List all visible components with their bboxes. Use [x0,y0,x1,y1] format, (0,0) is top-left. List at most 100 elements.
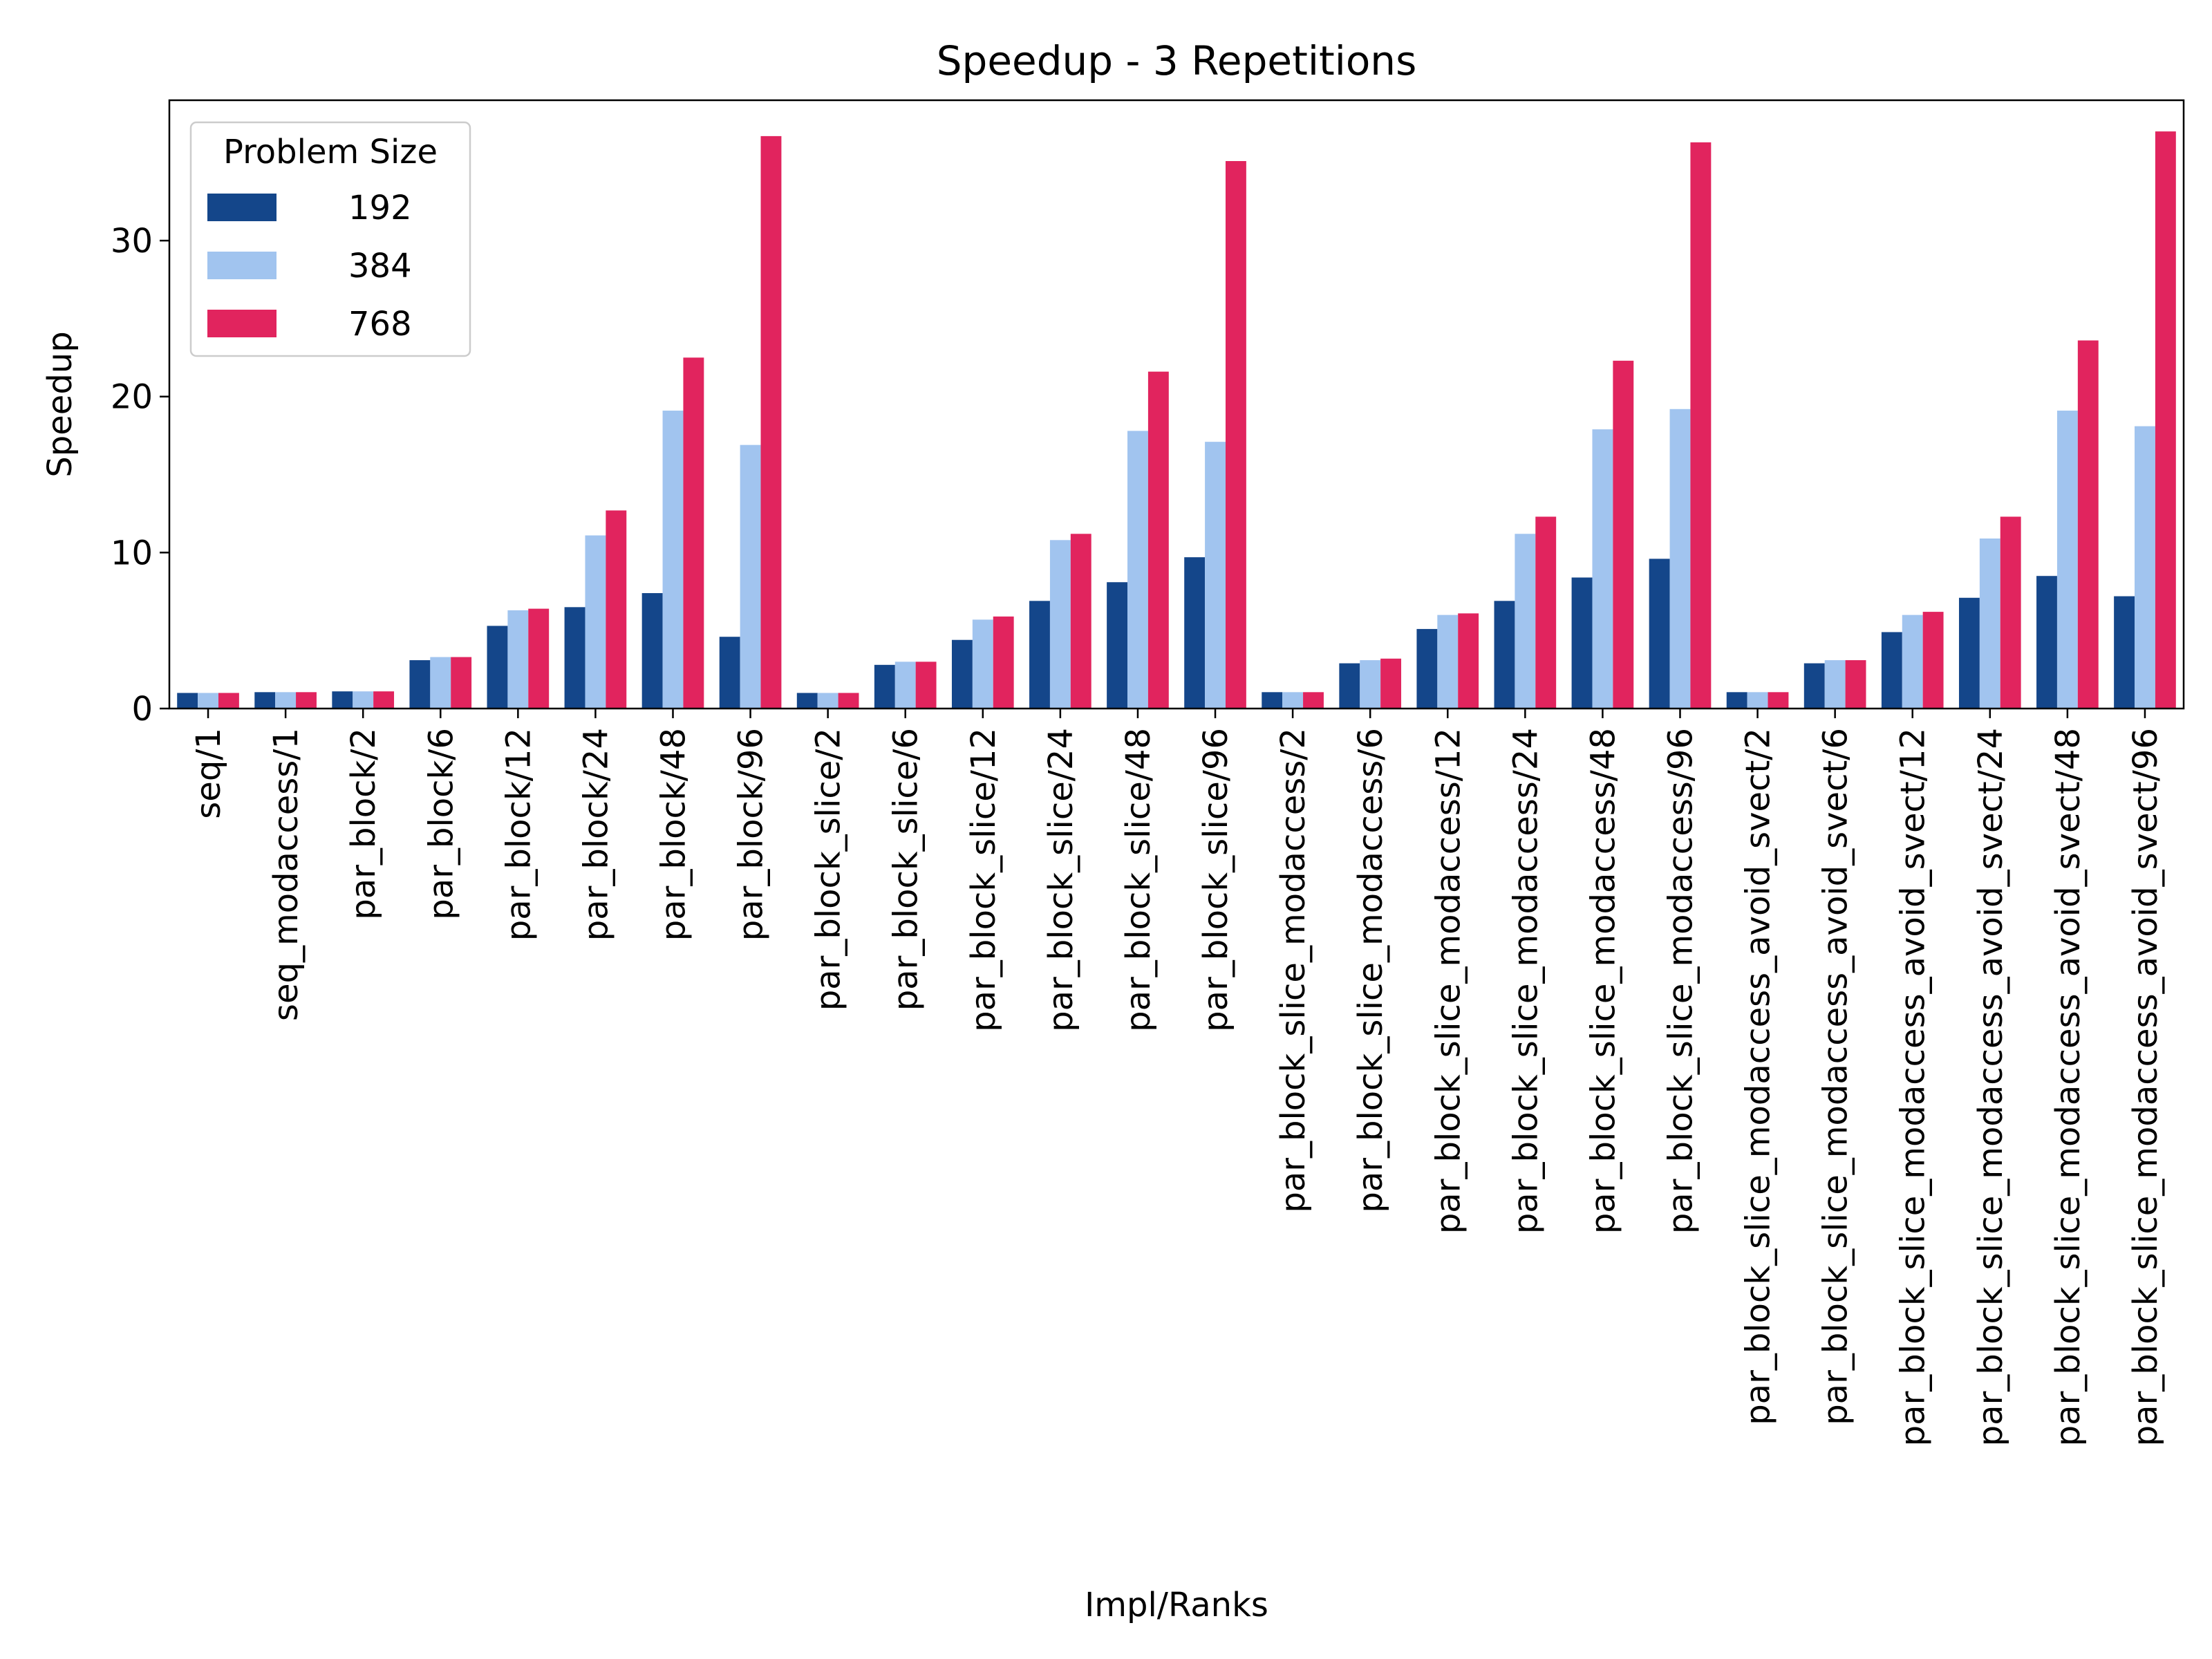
legend: Problem Size 192 384 768 [189,121,471,357]
bar-768-20 [1768,692,1789,709]
x-tick-label: par_block/12 [499,728,538,941]
x-tick-label: par_block_slice_modaccess_avoid_svect/48 [2049,728,2088,1446]
bar-384-1 [275,692,297,709]
x-tick-label: par_block_slice/24 [1042,728,1080,1032]
x-tick-label: par_block_slice_modaccess/2 [1274,728,1313,1213]
bar-192-9 [874,664,895,709]
bar-192-14 [1262,692,1283,709]
bar-768-25 [2155,131,2176,709]
x-tick-label: par_block/6 [422,728,460,920]
bar-768-23 [2000,516,2021,709]
bar-192-3 [409,660,431,709]
bar-192-7 [719,637,740,709]
y-axis: 0 10 20 30 [111,222,169,729]
bar-192-0 [177,693,198,709]
plot-frame [168,99,2185,710]
x-tick-label: par_block_slice/48 [1119,728,1158,1032]
bar-192-4 [487,626,508,709]
bar-192-16 [1416,628,1438,709]
x-tick-label: par_block_slice_modaccess/96 [1662,728,1700,1234]
bar-384-11 [1049,540,1071,709]
bar-192-23 [1958,597,1980,709]
bar-768-15 [1380,658,1402,709]
bar-192-20 [1726,692,1747,709]
bar-768-8 [838,693,859,709]
x-tick-label: seq_modaccess/1 [267,728,306,1021]
legend-frame [189,121,471,357]
bar-384-19 [1669,409,1691,709]
legend-swatch-192 [207,194,276,221]
bar-192-15 [1339,663,1360,709]
bar-384-3 [430,657,451,709]
bar-384-20 [1747,692,1768,709]
bar-768-1 [296,692,317,709]
x-tick-label: par_block_slice_modaccess_avoid_svect/24 [1971,728,2010,1446]
bar-192-21 [1803,663,1825,709]
x-tick-label: par_block/96 [732,728,771,941]
x-tick-label: par_block_slice/6 [887,728,926,1011]
x-tick-label: par_block_slice_modaccess/24 [1506,728,1545,1234]
legend-swatch-768 [207,310,276,337]
bar-768-24 [2077,340,2099,709]
x-tick-label: par_block/24 [577,728,615,941]
bar-384-18 [1592,429,1613,709]
bar-384-12 [1127,431,1148,709]
bar-192-1 [254,692,276,709]
bar-768-12 [1147,371,1169,709]
chart-title: Speedup - 3 Repetitions [937,37,1417,84]
x-tick-label: par_block_slice_modaccess/48 [1584,728,1622,1234]
bar-192-19 [1649,559,1670,709]
bar-768-4 [528,608,550,709]
bar-192-10 [951,639,973,709]
bar-192-13 [1184,557,1206,709]
y-axis-title: Speedup [41,331,79,477]
bar-768-21 [1845,660,1866,709]
bar-192-8 [796,693,818,709]
bar-768-11 [1070,534,1091,709]
legend-title: Problem Size [223,133,438,171]
x-tick-label: par_block_slice_modaccess_avoid_svect/12 [1894,728,1933,1446]
x-tick-label: par_block_slice/2 [809,728,848,1011]
y-tick-label: 0 [131,690,153,729]
bar-768-9 [915,662,937,709]
bar-768-6 [683,357,704,709]
bar-384-6 [662,411,684,709]
x-tick-label: par_block/48 [655,728,693,941]
x-tick-label: par_block_slice_modaccess_avoid_svect/6 [1817,728,1855,1425]
legend-entries: 192 384 768 [207,189,412,344]
x-axis-title: Impl/Ranks [1085,1586,1268,1624]
bar-768-0 [218,693,239,709]
bar-384-15 [1360,660,1381,709]
y-tick-label: 20 [111,378,153,417]
bar-768-10 [993,616,1014,709]
y-tick-label: 30 [111,222,153,261]
bar-group [177,131,2176,709]
bar-768-13 [1225,161,1246,709]
bar-192-6 [641,593,663,709]
bar-192-25 [2114,596,2135,709]
legend-swatch-384 [207,252,276,279]
bar-192-18 [1571,577,1593,709]
bar-768-22 [1922,612,1944,709]
x-axis: seq/1 seq_modaccess/1 par_block/2 par_block… [189,709,2165,1446]
bar-384-16 [1437,615,1459,709]
bar-384-2 [353,691,374,709]
bar-768-7 [760,135,782,709]
x-tick-label: par_block/2 [344,728,383,920]
bar-192-11 [1029,601,1050,709]
bar-384-0 [198,693,218,709]
bar-384-17 [1515,534,1536,709]
bar-192-17 [1494,601,1515,709]
bar-384-13 [1205,442,1226,709]
bar-192-12 [1107,582,1128,709]
bar-384-21 [1824,660,1846,709]
bar-384-22 [1902,615,1923,709]
bar-192-22 [1881,632,1902,709]
bar-384-9 [894,662,916,709]
bar-192-5 [564,607,585,709]
x-tick-label: seq/1 [189,728,228,819]
y-tick-label: 10 [111,534,153,572]
bar-768-16 [1458,613,1479,709]
x-tick-label: par_block_slice_modaccess/6 [1351,728,1390,1213]
x-tick-label: par_block_slice/12 [964,728,1003,1032]
